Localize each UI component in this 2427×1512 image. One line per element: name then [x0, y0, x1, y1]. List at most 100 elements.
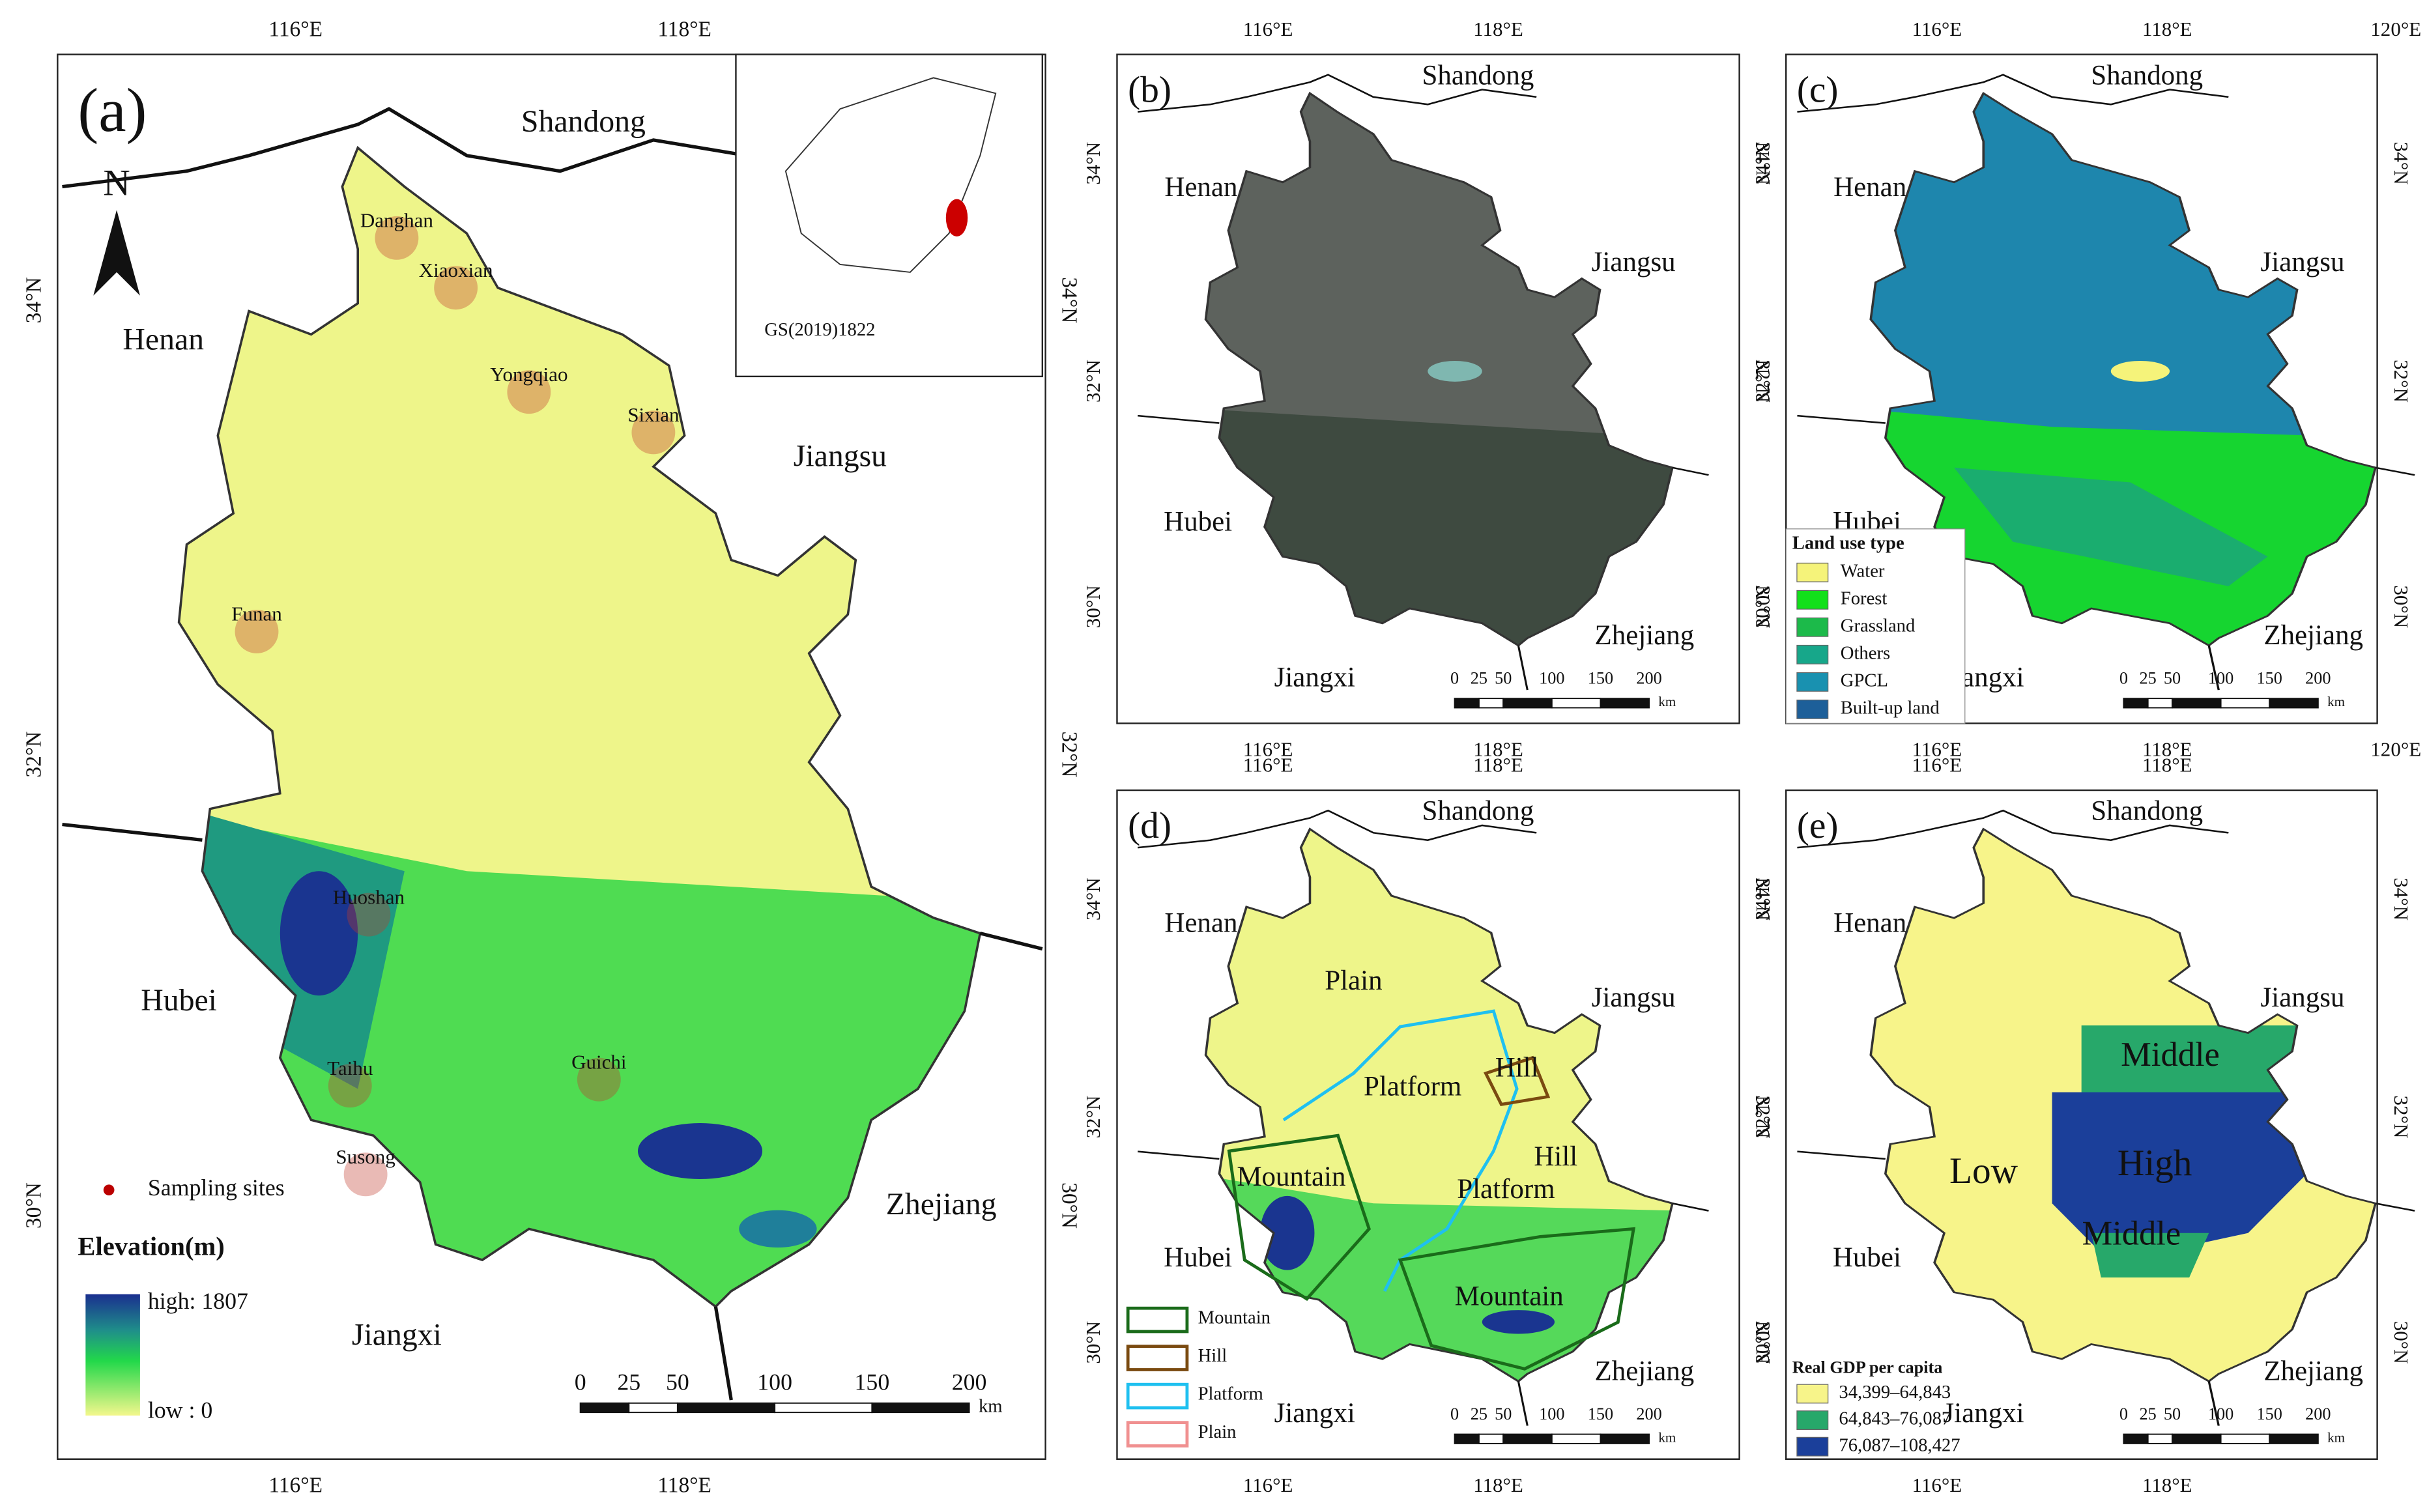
sampling-cluster — [631, 410, 676, 455]
province-name: Shandong — [1422, 796, 1534, 827]
scale-label: 200 — [2305, 669, 2331, 688]
longitude-label: 116°E — [1243, 753, 1293, 776]
scale-bar-segment — [1600, 698, 1650, 709]
latitude-label: 32°N — [1082, 1096, 1104, 1139]
legend-label: Sampling sites — [148, 1175, 285, 1201]
terrain-patch — [2110, 360, 2170, 382]
scale-bar-segment — [2269, 1433, 2319, 1444]
latitude-label: 30°N — [2390, 585, 2413, 628]
longitude-label: 118°E — [657, 1473, 711, 1497]
scale-label: 25 — [617, 1369, 640, 1395]
scale-label: 25 — [1471, 1405, 1487, 1423]
scale-unit: km — [1658, 1430, 1676, 1446]
province-name: Jiangsu — [2261, 982, 2345, 1013]
longitude-label: 116°E — [1243, 18, 1293, 40]
longitude-label: 120°E — [2370, 18, 2421, 40]
scale-label: 150 — [2257, 669, 2282, 688]
scale-label: 100 — [1539, 1405, 1564, 1423]
border-line — [2375, 466, 2415, 476]
longitude-label: 118°E — [1473, 737, 1523, 760]
panel-frame — [1116, 53, 1740, 724]
scale-label: 150 — [855, 1369, 890, 1395]
province-name: Zhejiang — [2263, 1356, 2363, 1386]
longitude-label: 118°E — [1473, 18, 1523, 40]
legend-label: Grassland — [1841, 615, 1916, 636]
scale-label: 50 — [1495, 1405, 1512, 1423]
scale-bar-segment — [1478, 698, 1504, 709]
border-line — [2207, 1381, 2220, 1426]
longitude-label: 116°E — [1243, 737, 1293, 760]
scale-label: 100 — [2208, 669, 2233, 688]
longitude-label: 118°E — [2142, 18, 2192, 40]
scale-label: 200 — [2305, 1405, 2331, 1423]
panel-frame — [1785, 53, 2378, 724]
scale-bar-segment — [1551, 1433, 1601, 1444]
scale-label: 25 — [1471, 669, 1487, 688]
elevation-ramp — [85, 1294, 140, 1416]
legend-swatch — [1796, 1410, 1829, 1431]
terrain-patch — [2091, 1233, 2209, 1278]
latitude-label: 34°N — [1057, 277, 1081, 323]
terrain-patch — [1428, 360, 1482, 382]
province-name: Jiangxi — [1274, 662, 1355, 692]
legend-label: high: 1807 — [148, 1288, 248, 1314]
legend-label: 34,399–64,843 — [1839, 1382, 1951, 1403]
legend-swatch — [1126, 1306, 1189, 1334]
landform-label: Platform — [1364, 1071, 1461, 1102]
province-name: Henan — [122, 322, 204, 356]
landform-label: Hill — [1495, 1053, 1539, 1083]
legend-title: Land use type — [1792, 532, 1904, 553]
latitude-label: 30°N — [1752, 585, 1775, 628]
panel-label: (c) — [1797, 69, 1839, 110]
city-name: Yongqiao — [490, 363, 567, 386]
scale-bar-segment — [774, 1402, 873, 1414]
scale-label: 100 — [757, 1369, 792, 1395]
latitude-label: 32°N — [1751, 1096, 1774, 1139]
scale-unit: km — [979, 1396, 1003, 1417]
longitude-label: 116°E — [1912, 18, 1962, 40]
landform-label: Plain — [1325, 965, 1382, 996]
latitude-label: 34°N — [1752, 877, 1775, 920]
border-line — [1517, 645, 1529, 691]
city-name: Susong — [336, 1145, 395, 1168]
legend-swatch — [1126, 1345, 1189, 1371]
north-arrow — [93, 210, 140, 296]
province-name: Jiangsu — [2261, 247, 2345, 278]
longitude-label: 116°E — [1912, 1474, 1962, 1496]
scale-bar-segment — [1502, 1433, 1553, 1444]
city-name: Funan — [231, 603, 282, 625]
scale-bar-segment — [1502, 698, 1553, 709]
sampling-cluster — [434, 266, 478, 310]
legend-swatch — [1796, 699, 1829, 719]
border-line — [1672, 466, 1709, 476]
city-name: Guichi — [571, 1050, 627, 1073]
border-line — [1138, 1150, 1220, 1160]
border-line — [1797, 414, 1886, 424]
legend-label: Others — [1841, 642, 1890, 663]
border-line — [1797, 809, 2229, 849]
platform-boundary — [1282, 1009, 1519, 1292]
inset-anhui — [945, 199, 968, 236]
province-name: Hubei — [141, 983, 217, 1018]
city-name: Danghan — [360, 209, 434, 232]
legend-swatch — [1796, 590, 1829, 610]
legend-swatch — [1126, 1382, 1189, 1410]
province-name: Henan — [1833, 172, 1906, 203]
legend-label: 76,087–108,427 — [1839, 1434, 1960, 1455]
scale-bar-segment — [579, 1402, 630, 1414]
gdp-class-label: Middle — [2082, 1214, 2181, 1252]
scale-bar-segment — [2220, 1433, 2271, 1444]
terrain-patch — [1259, 1195, 1315, 1270]
border-line — [1517, 1381, 1529, 1426]
province-name: Jiangsu — [1592, 247, 1676, 278]
province-name: Jiangxi — [1943, 1398, 2024, 1429]
longitude-label: 118°E — [1473, 753, 1523, 776]
terrain-patch — [280, 871, 358, 996]
longitude-label: 116°E — [1243, 1474, 1293, 1496]
legend-swatch — [1796, 644, 1829, 664]
panel-label: (d) — [1128, 805, 1171, 846]
province-name: Jiangxi — [1274, 1398, 1355, 1429]
scale-label: 25 — [2140, 669, 2157, 688]
